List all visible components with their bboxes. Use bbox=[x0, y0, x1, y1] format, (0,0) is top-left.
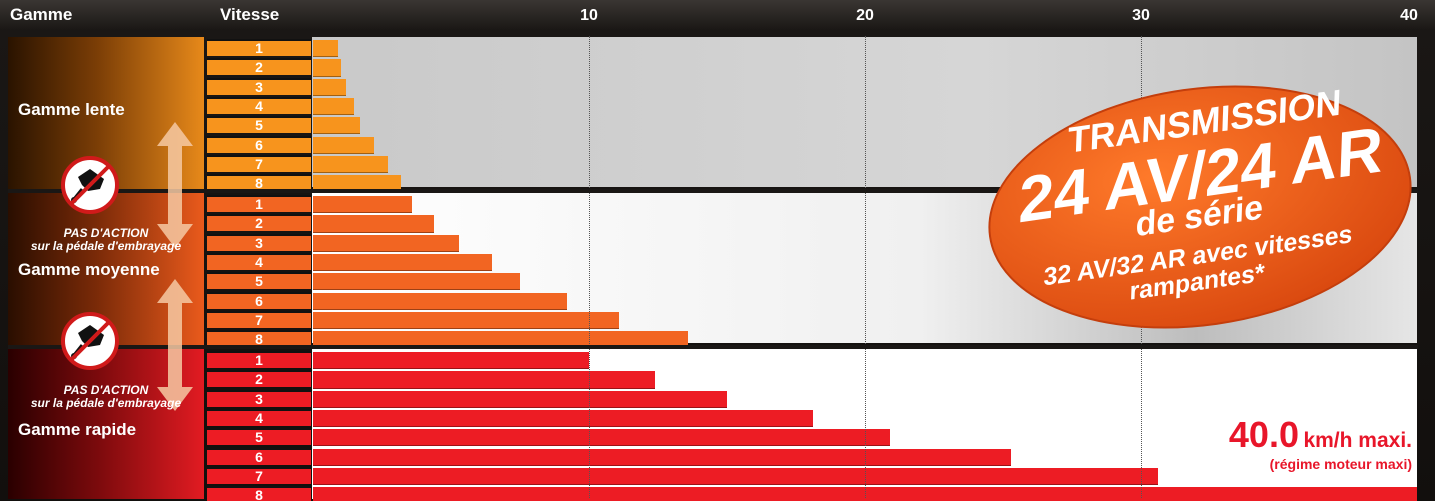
max-speed-label: 40.0 km/h maxi. bbox=[1090, 414, 1412, 456]
badge-ellipse bbox=[988, 85, 1412, 329]
gear-number: 1 bbox=[207, 39, 311, 56]
speed-bar bbox=[313, 467, 1158, 486]
speed-bar bbox=[313, 352, 589, 370]
gamme-fast-label: Gamme rapide bbox=[18, 420, 137, 439]
gear-number: 4 bbox=[207, 96, 311, 114]
gear-number: 6 bbox=[207, 447, 311, 465]
gear-number: 8 bbox=[207, 174, 311, 192]
speed-bar bbox=[313, 429, 890, 447]
range-divider bbox=[8, 345, 1418, 349]
gear-number: 2 bbox=[207, 370, 311, 388]
max-speed-note: (régime moteur maxi) bbox=[1269, 456, 1412, 472]
gear-number: 3 bbox=[207, 77, 311, 95]
gear-number: 8 bbox=[207, 330, 311, 348]
gear-number: 2 bbox=[207, 58, 311, 76]
gear-number: 6 bbox=[207, 291, 311, 309]
max-speed-unit: km/h maxi. bbox=[1303, 429, 1412, 452]
speed-bar bbox=[313, 448, 1012, 466]
clutch-pedal-icon bbox=[61, 312, 119, 370]
range-divider bbox=[8, 189, 1418, 193]
speed-bar bbox=[313, 234, 460, 252]
speed-bar bbox=[313, 97, 355, 116]
gear-number: 7 bbox=[207, 154, 311, 172]
gear-number: 7 bbox=[207, 310, 311, 328]
no-action-line1: PAS D'ACTION bbox=[63, 383, 149, 397]
no-action-line2: sur la pédale d'embrayage bbox=[30, 396, 182, 410]
no-action-line1: PAS D'ACTION bbox=[63, 226, 149, 240]
gear-number: 3 bbox=[207, 389, 311, 407]
speed-bar bbox=[313, 155, 388, 174]
speed-bar bbox=[313, 292, 567, 310]
grid-line bbox=[589, 36, 590, 498]
gear-number: 5 bbox=[207, 428, 311, 446]
gear-number: 3 bbox=[207, 233, 311, 251]
max-speed-value: 40.0 bbox=[1228, 414, 1299, 455]
speed-bar bbox=[313, 390, 727, 408]
no-action-note: PAS D'ACTION sur la pédale d'embrayage bbox=[8, 227, 204, 253]
gear-number: 8 bbox=[207, 486, 311, 501]
gear-number: 5 bbox=[207, 116, 311, 134]
x-tick-label: 10 bbox=[580, 7, 598, 24]
speed-bar bbox=[313, 136, 374, 154]
gear-number: 2 bbox=[207, 214, 311, 232]
gear-number: 6 bbox=[207, 135, 311, 153]
speed-bar bbox=[313, 253, 493, 272]
gamme-medium-label: Gamme moyenne bbox=[18, 260, 160, 279]
x-tick-label: 20 bbox=[856, 7, 874, 24]
x-tick-label: 40 bbox=[1400, 7, 1418, 24]
gear-number: 5 bbox=[207, 272, 311, 290]
up-down-arrow-icon bbox=[157, 279, 193, 411]
gamme-slow-label: Gamme lente bbox=[18, 100, 125, 119]
no-action-line2: sur la pédale d'embrayage bbox=[30, 239, 182, 253]
speed-bar bbox=[313, 311, 620, 330]
speed-bar bbox=[313, 273, 520, 291]
gear-number: 4 bbox=[207, 252, 311, 270]
grid-line bbox=[865, 36, 866, 498]
speed-bar bbox=[313, 196, 413, 214]
gear-number: 1 bbox=[207, 351, 311, 368]
x-tick-label: 30 bbox=[1132, 7, 1150, 24]
speed-bar bbox=[313, 117, 360, 135]
clutch-pedal-icon bbox=[61, 156, 119, 214]
up-down-arrow-icon bbox=[157, 122, 193, 248]
gear-number: 7 bbox=[207, 466, 311, 484]
gear-number: 4 bbox=[207, 408, 311, 426]
speed-bar bbox=[313, 40, 338, 58]
transmission-badge: TRANSMISSION 24 AV/24 AR de série 32 AV/… bbox=[988, 81, 1412, 329]
speed-bar bbox=[313, 371, 656, 389]
speed-bar bbox=[313, 78, 347, 96]
no-action-note: PAS D'ACTION sur la pédale d'embrayage bbox=[8, 384, 204, 410]
speed-bar bbox=[313, 59, 341, 77]
gear-number: 1 bbox=[207, 195, 311, 212]
gamme-header: Gamme bbox=[10, 5, 73, 24]
vitesse-header: Vitesse bbox=[220, 5, 280, 24]
speed-bar bbox=[313, 409, 813, 428]
speed-bar bbox=[313, 215, 435, 233]
